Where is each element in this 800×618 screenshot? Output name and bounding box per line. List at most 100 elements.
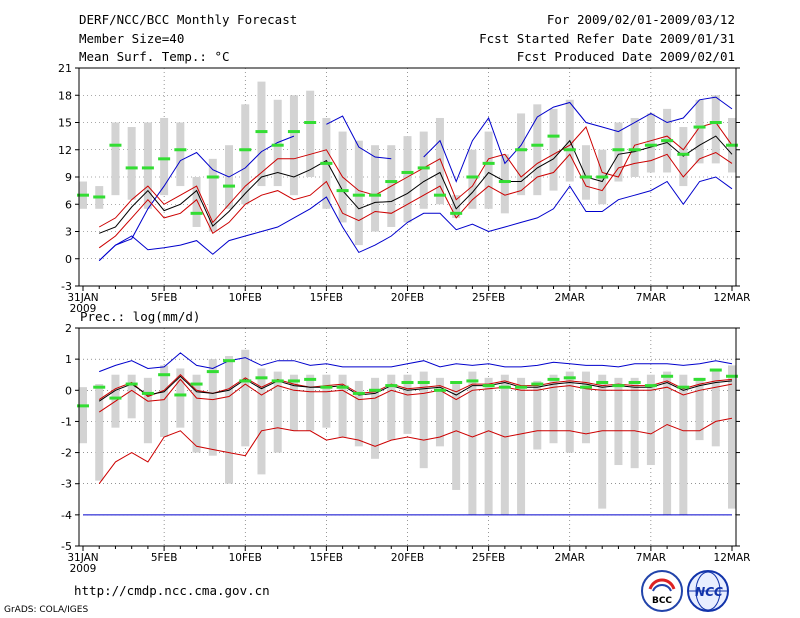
- prec-median-mark: [628, 381, 641, 384]
- temp-median-mark: [433, 193, 446, 197]
- prec-ensemble-box: [663, 371, 672, 515]
- prec-ensemble-box: [208, 359, 217, 456]
- prec-ensemble-box: [581, 371, 590, 444]
- prec-median-mark: [466, 379, 479, 383]
- temp-median-mark: [401, 170, 414, 174]
- prec-median-mark: [239, 379, 252, 383]
- temp-ensemble-box: [289, 95, 298, 196]
- prec-median-mark: [125, 382, 138, 386]
- temp-xtick-label: 2MAR: [555, 292, 585, 304]
- temp-ytick-label: 12: [58, 144, 72, 157]
- temp-ensemble-box: [143, 122, 152, 209]
- temp-median-mark: [563, 148, 576, 152]
- prec-ytick-label: -2: [61, 447, 72, 460]
- temp-ytick-label: 18: [58, 89, 72, 102]
- temp-ensemble-box: [306, 90, 315, 177]
- source-url[interactable]: http://cmdp.ncc.cma.gov.cn: [74, 583, 270, 598]
- prec-median-mark: [385, 384, 398, 388]
- prec-median-mark: [677, 385, 690, 389]
- prec-ensemble-box: [306, 374, 315, 431]
- temp-median-mark: [304, 121, 317, 124]
- prec-ensemble-box: [549, 374, 558, 444]
- prec-median-mark: [320, 385, 333, 389]
- temp-ensemble-box: [403, 136, 412, 223]
- prec-xtick-label: 25FEB: [472, 552, 505, 564]
- temp-ensemble-box: [176, 122, 185, 187]
- prec-xtick-label: 10FEB: [229, 552, 262, 564]
- prec-median-mark: [255, 376, 268, 380]
- prec-median-mark: [644, 384, 657, 388]
- bcc-logo: BCC: [640, 569, 684, 613]
- prec-median-mark: [206, 370, 219, 374]
- prec-median-mark: [304, 377, 317, 381]
- temp-xtick-label: 20FEB: [391, 292, 424, 304]
- forecast-title: DERF/NCC/BCC Monthly Forecast: [79, 12, 298, 27]
- temp-ensemble-box: [468, 149, 477, 209]
- temp-ensemble-box: [549, 108, 558, 191]
- prec-median-mark: [450, 381, 463, 384]
- temp-ytick-label: 9: [65, 171, 72, 184]
- prec-ensemble-box: [711, 368, 720, 447]
- temp-ytick-label: 21: [58, 62, 72, 75]
- prec-series-max: [99, 352, 733, 373]
- temp-xtick-label: 7MAR: [636, 292, 666, 304]
- prec-median-mark: [109, 396, 122, 400]
- member-size: Member Size=40: [79, 31, 185, 46]
- prec-median-mark: [547, 377, 560, 381]
- temp-ensemble-box: [371, 145, 380, 232]
- prec-median-mark: [693, 377, 706, 381]
- temp-xtick-label: 15FEB: [310, 292, 343, 304]
- prec-ytick-label: -5: [61, 540, 72, 553]
- prec-ensemble-box: [95, 384, 104, 481]
- prec-ytick-label: -3: [61, 478, 72, 491]
- prec-ensemble-box: [387, 374, 396, 441]
- prec-median-mark: [141, 391, 154, 395]
- temp-median-mark: [596, 175, 609, 179]
- temp-median-mark: [239, 148, 252, 152]
- prec-median-mark: [223, 359, 236, 363]
- temp-series-min: [98, 176, 733, 261]
- temp-median-mark: [385, 180, 398, 184]
- prec-series-lower: [98, 378, 733, 413]
- temp-median-mark: [466, 175, 479, 179]
- temp-median-mark: [287, 130, 300, 134]
- forecast-produced-date: Fcst Produced Date 2009/02/01: [516, 49, 735, 64]
- temp-median-mark: [158, 157, 171, 161]
- prec-ytick-label: 1: [65, 353, 72, 366]
- prec-ensemble-box: [192, 374, 201, 453]
- prec-median-mark: [336, 385, 349, 389]
- prec-ensemble-box: [79, 387, 87, 444]
- prec-median-mark: [709, 368, 722, 372]
- temp-median-mark: [726, 143, 738, 147]
- prec-ensemble-box: [225, 356, 234, 484]
- prec-median-mark: [287, 379, 300, 383]
- prec-ensemble-box: [500, 374, 509, 515]
- prec-ensemble-box: [143, 377, 152, 444]
- prec-series-upper: [98, 374, 733, 401]
- prec-ensemble-box: [160, 365, 169, 437]
- prec-ensemble-box: [338, 374, 347, 437]
- prec-median-mark: [174, 393, 187, 397]
- prec-median-mark: [433, 388, 446, 392]
- temp-ensemble-box: [614, 122, 623, 182]
- prec-median-mark: [498, 385, 511, 389]
- temp-median-mark: [223, 184, 236, 188]
- prec-median-mark: [352, 391, 365, 395]
- prec-median-mark: [482, 384, 495, 388]
- prec-ensemble-box: [419, 371, 428, 469]
- prec-ensemble-box: [289, 374, 298, 431]
- prec-ensemble-box: [598, 374, 607, 509]
- prec-ensemble-box: [468, 371, 477, 515]
- prec-median-mark: [271, 379, 284, 383]
- temp-series-max: [98, 96, 733, 261]
- prec-ensemble-box: [176, 368, 185, 428]
- temp-median-mark: [336, 189, 349, 193]
- prec-ensemble-box: [728, 365, 736, 509]
- temp-median-mark: [709, 121, 722, 124]
- temp-ensemble-box: [646, 113, 655, 173]
- temp-ensemble-box: [419, 131, 428, 209]
- temp-median-mark: [450, 211, 463, 215]
- ncc-logo-text: NCC: [695, 585, 723, 599]
- temp-ytick-label: 15: [58, 117, 72, 130]
